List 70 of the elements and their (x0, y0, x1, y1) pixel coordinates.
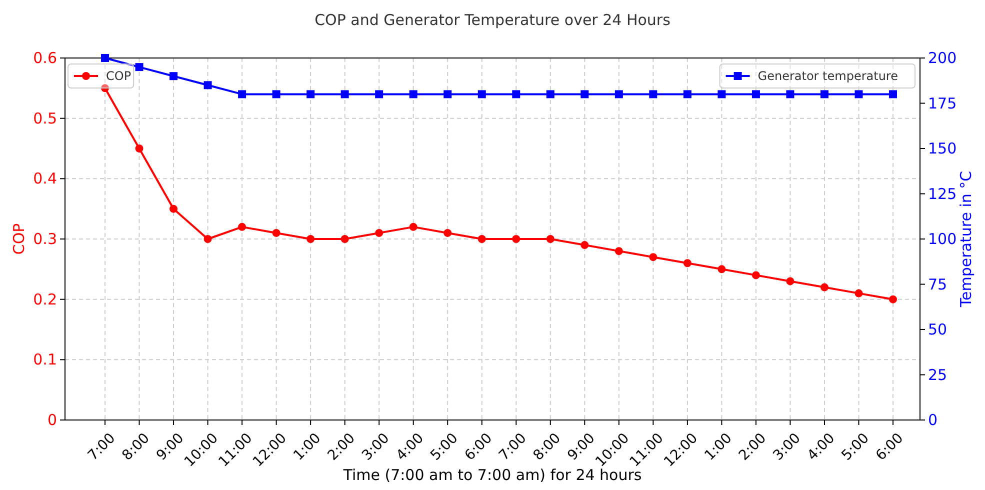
y2-tick-label: 150 (928, 140, 957, 158)
point (272, 228, 280, 237)
point (272, 90, 280, 98)
point (820, 90, 828, 98)
point (306, 90, 315, 98)
point (786, 277, 794, 286)
y-tick-label: 0.5 (33, 109, 57, 128)
point (580, 90, 589, 98)
point (409, 90, 418, 98)
point (752, 90, 760, 98)
point (340, 235, 349, 243)
point (649, 90, 658, 98)
y2-tick-label: 175 (928, 94, 957, 112)
y-tick-label: 0.4 (33, 170, 57, 188)
chart-title: COP and Generator Temperature over 24 Hours (314, 11, 671, 29)
point (170, 72, 178, 80)
point (820, 283, 828, 292)
point (238, 90, 246, 98)
y-tick-label: 0.6 (33, 49, 57, 67)
y-axis-title: COP (10, 223, 28, 255)
point (718, 265, 726, 274)
legend-label: Generator temperature (758, 69, 898, 83)
point (546, 90, 554, 98)
point (683, 259, 692, 268)
point (478, 90, 486, 98)
point (340, 90, 349, 98)
point (306, 235, 315, 243)
point (683, 90, 692, 98)
point (204, 235, 212, 243)
point (889, 90, 897, 98)
point (170, 204, 178, 213)
y2-tick-label: 50 (928, 320, 948, 338)
point (718, 90, 726, 98)
legend-label: COP (106, 69, 132, 83)
point (478, 235, 486, 243)
point (135, 63, 144, 72)
point (614, 90, 623, 98)
point (889, 295, 897, 304)
y2-tick-label: 100 (928, 230, 957, 248)
point (101, 54, 109, 62)
point (854, 289, 863, 298)
point (546, 235, 554, 243)
point (204, 81, 212, 90)
point (786, 90, 794, 98)
point (580, 241, 589, 250)
point (614, 247, 623, 256)
point (512, 90, 520, 98)
y-tick-label: 0.1 (33, 350, 57, 369)
y-tick-label: 0 (47, 411, 57, 429)
y2-tick-label: 75 (928, 275, 948, 294)
point (135, 144, 144, 152)
y2-axis-title: Temperature in °C (957, 170, 975, 308)
point (512, 235, 520, 243)
point (409, 222, 418, 231)
point (752, 271, 760, 280)
point (238, 222, 246, 231)
point (854, 90, 863, 98)
point (444, 90, 452, 98)
y-tick-label: 0.2 (33, 290, 57, 308)
y-tick-label: 0.3 (33, 230, 57, 248)
y2-tick-label: 125 (928, 184, 957, 203)
x-axis-title: Time (7:00 am to 7:00 am) for 24 hours (342, 466, 642, 484)
y2-tick-label: 0 (928, 411, 938, 429)
point (444, 228, 452, 237)
point (375, 90, 384, 98)
point (649, 253, 658, 262)
point (375, 228, 384, 237)
y2-tick-label: 200 (928, 49, 957, 67)
y2-tick-label: 25 (928, 366, 948, 384)
point (101, 84, 109, 92)
